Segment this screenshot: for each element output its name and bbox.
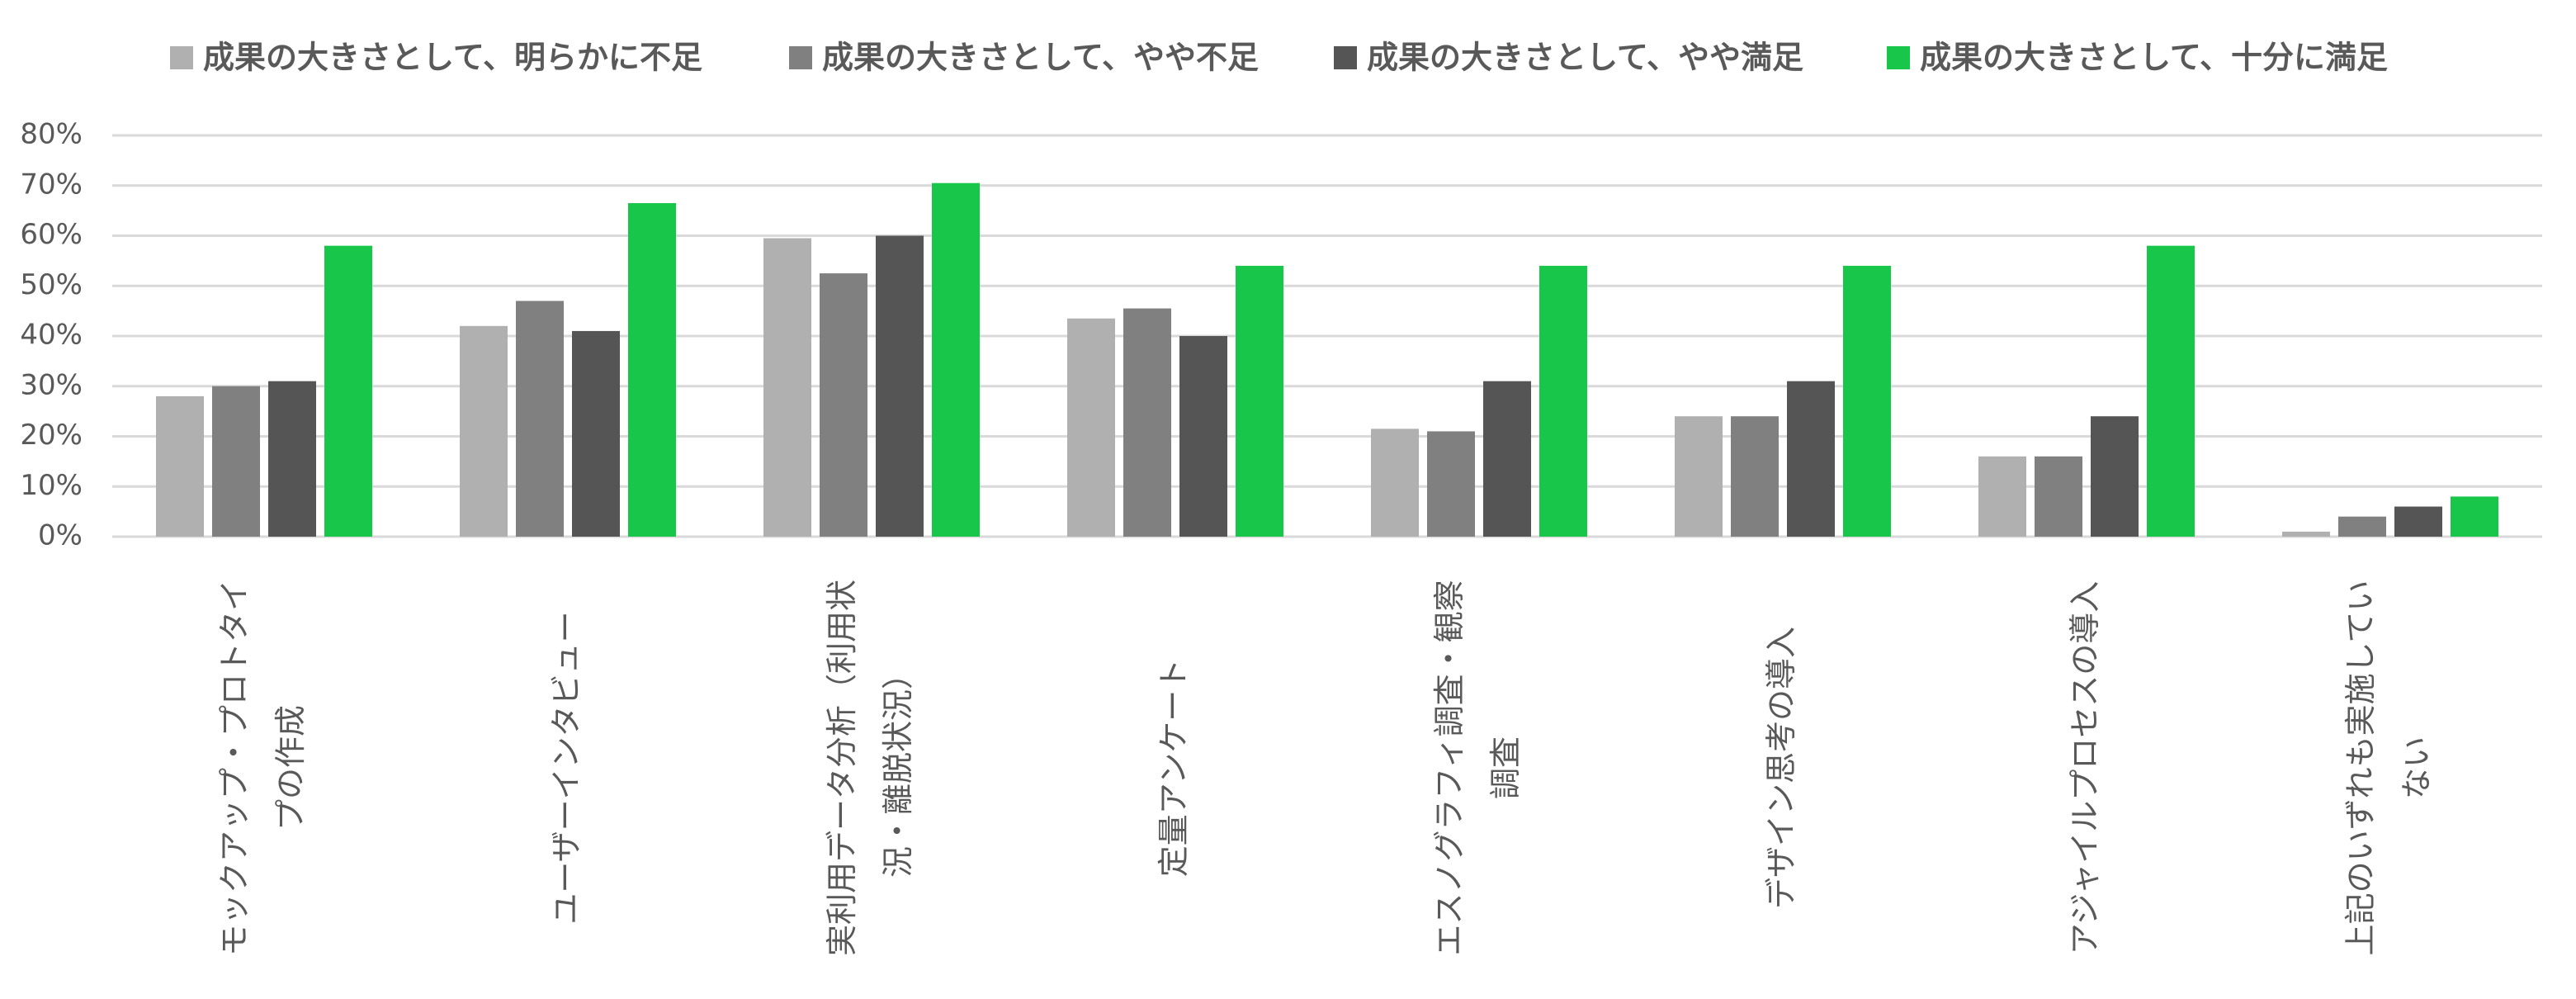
bar xyxy=(2338,516,2386,537)
bar xyxy=(2091,416,2139,537)
x-tick-label: エスノグラフィ調査・観察 調査 xyxy=(1431,580,1524,955)
x-tick-label: 定量アンケート xyxy=(1156,659,1192,877)
x-tick-label: デザイン思考の導入 xyxy=(1763,627,1799,909)
y-tick-label: 30% xyxy=(20,368,83,401)
y-tick-label: 20% xyxy=(20,419,83,452)
bar xyxy=(1675,416,1723,537)
y-tick-label: 40% xyxy=(20,319,83,352)
x-tick-label: モックアップ・プロトタイ プの作成 xyxy=(216,580,309,956)
bar xyxy=(1978,456,2026,537)
bar xyxy=(1371,428,1419,537)
bar xyxy=(1179,336,1227,537)
y-tick-label: 80% xyxy=(20,118,83,151)
bar xyxy=(628,203,676,537)
bar xyxy=(156,395,204,537)
bar xyxy=(1539,265,1587,537)
legend-label: 成果の大きさとして、明らかに不足 xyxy=(203,40,702,76)
x-tick-label: 実利用データ分析（利用状 況・離脱状況） xyxy=(824,580,916,956)
bar xyxy=(1236,265,1283,537)
bar xyxy=(1787,381,1835,537)
bar xyxy=(516,301,564,537)
bar xyxy=(2035,456,2082,537)
bar xyxy=(1843,265,1891,537)
y-tick-label: 60% xyxy=(20,218,83,251)
bar xyxy=(763,238,811,537)
legend-swatch xyxy=(789,46,812,69)
legend-label: 成果の大きさとして、やや不足 xyxy=(822,40,1259,76)
y-tick-label: 10% xyxy=(20,469,83,502)
bar xyxy=(324,245,372,537)
bar xyxy=(1123,308,1171,537)
bar xyxy=(820,273,867,537)
x-tick-label: 上記のいずれも実施してい ない xyxy=(2342,580,2435,956)
bar xyxy=(572,330,620,537)
bar xyxy=(876,235,924,537)
bar xyxy=(1731,416,1779,537)
bar xyxy=(212,386,260,537)
x-tick-label: アジャイルプロセスの導入 xyxy=(2067,581,2103,955)
y-tick-label: 50% xyxy=(20,268,83,301)
x-tick-label: ユーザーインタビュー xyxy=(548,611,584,924)
legend-swatch xyxy=(1887,46,1910,69)
y-tick-label: 0% xyxy=(38,519,83,552)
bar xyxy=(2394,506,2442,537)
bar xyxy=(1427,431,1475,537)
legend-label: 成果の大きさとして、やや満足 xyxy=(1367,40,1803,76)
bar xyxy=(2282,531,2330,537)
bar xyxy=(932,182,980,537)
legend-label: 成果の大きさとして、十分に満足 xyxy=(1920,40,2388,76)
bar xyxy=(1483,381,1531,537)
bar xyxy=(1067,318,1115,537)
bar xyxy=(2147,245,2195,537)
legend-swatch xyxy=(170,46,193,69)
bar xyxy=(268,381,316,537)
bar xyxy=(2451,496,2498,537)
y-tick-label: 70% xyxy=(20,168,83,201)
bar xyxy=(460,325,508,537)
legend-swatch xyxy=(1334,46,1357,69)
